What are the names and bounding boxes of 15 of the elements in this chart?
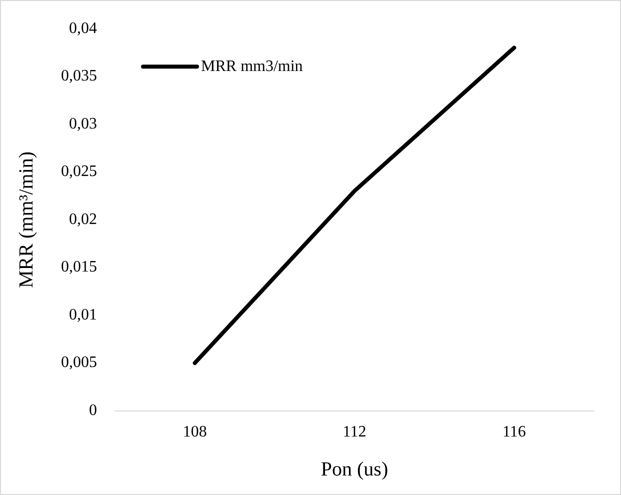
y-tick-label: 0,015 <box>61 258 97 276</box>
y-tick-label: 0,03 <box>69 115 97 132</box>
y-tick-label: 0,025 <box>61 163 97 180</box>
y-tick-label: 0,01 <box>69 306 97 324</box>
y-tick-label: 0 <box>89 402 97 420</box>
x-tick-label: 116 <box>502 424 526 441</box>
y-tick-label: 0,04 <box>69 20 97 37</box>
x-tick-label: 112 <box>342 424 366 441</box>
y-tick-label: 0,02 <box>69 210 97 228</box>
y-tick-label: 0,005 <box>61 354 97 372</box>
legend-label: MRR mm3/min <box>201 58 303 75</box>
y-axis-title: MRR (mm³/min) <box>15 151 38 288</box>
x-axis-title: Pon (us) <box>320 458 388 480</box>
y-tick-label: 0,035 <box>61 68 97 85</box>
x-tick-label: 108 <box>182 424 207 441</box>
